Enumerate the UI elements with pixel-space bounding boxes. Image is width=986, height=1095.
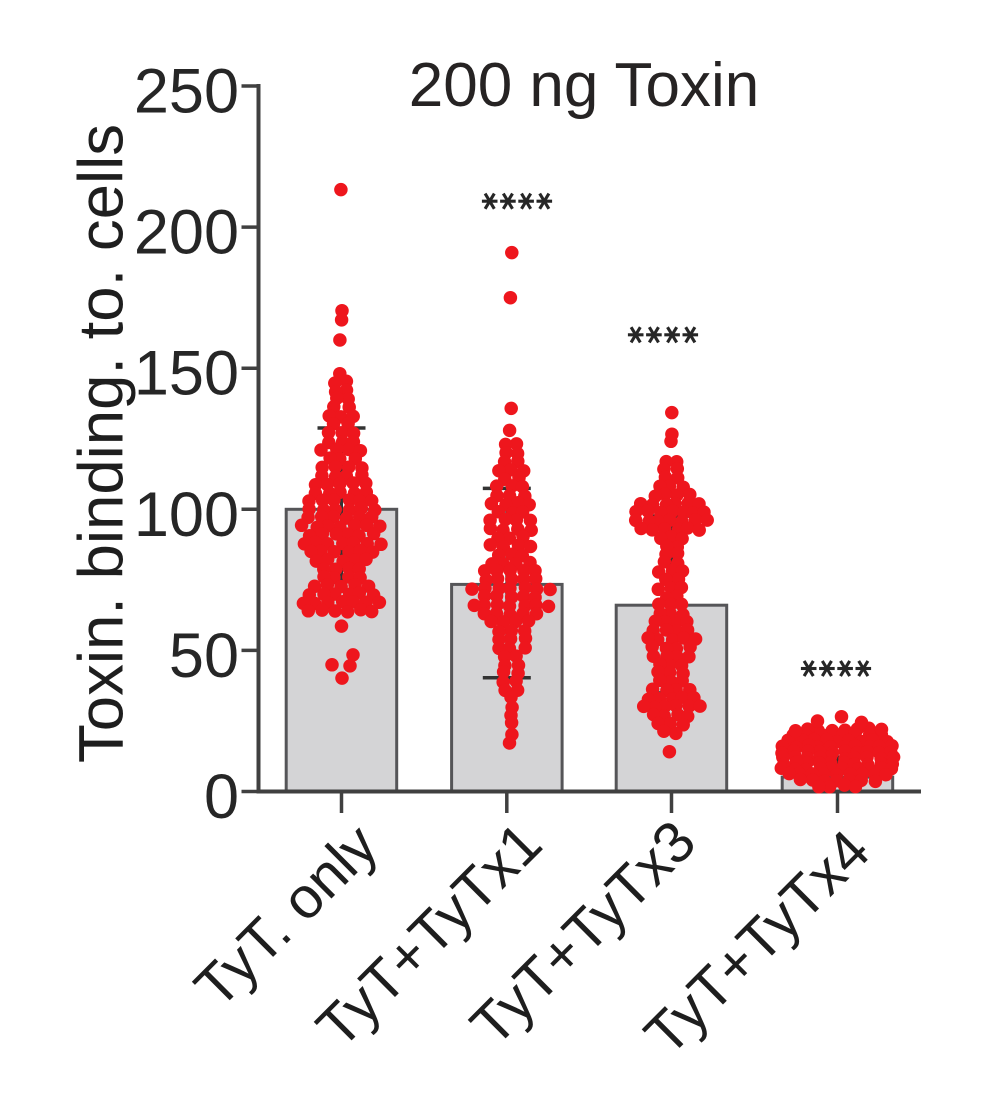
svg-text:50: 50 [169,621,239,691]
svg-text:Toxin. binding. to. cells: Toxin. binding. to. cells [67,124,137,763]
svg-text:150: 150 [134,339,239,409]
svg-text:100: 100 [134,480,239,550]
svg-text:200: 200 [134,198,239,268]
svg-text:0: 0 [204,762,239,832]
svg-text:200 ng Toxin: 200 ng Toxin [409,51,759,120]
svg-text:250: 250 [134,57,239,127]
